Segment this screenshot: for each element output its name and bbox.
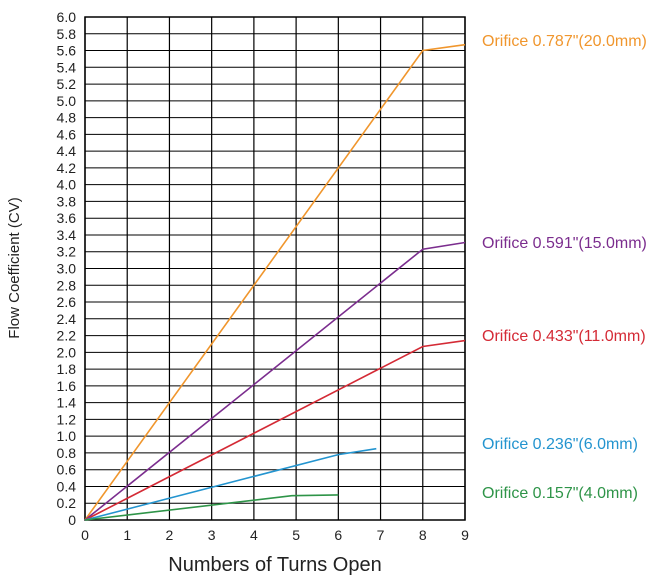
series-line [84, 43, 466, 521]
y-tick-label: 0.6 [57, 462, 77, 478]
y-tick-label: 5.8 [57, 26, 77, 42]
series-label: Orifice 0.236"(6.0mm) [482, 436, 638, 453]
y-tick-label: 4.8 [57, 110, 77, 126]
series-line [84, 241, 466, 521]
series-label: Orifice 0.157"(4.0mm) [482, 485, 638, 502]
y-tick-label: 2.8 [57, 277, 77, 293]
x-tick-label: 8 [419, 527, 427, 543]
series-line [84, 339, 466, 521]
y-tick-label: 1.8 [57, 361, 77, 377]
x-tick-label: 7 [377, 527, 385, 543]
y-tick-label: 1.6 [57, 378, 77, 394]
y-tick-label: 5.2 [57, 76, 77, 92]
y-tick-label: 5.0 [57, 93, 77, 109]
y-tick-label: 4.4 [57, 143, 77, 159]
x-tick-label: 6 [334, 527, 342, 543]
tick-labels: 00.20.40.60.81.01.21.41.61.82.02.22.42.6… [57, 9, 470, 543]
y-tick-label: 3.6 [57, 210, 77, 226]
series-label: Orifice 0.787"(20.0mm) [482, 33, 647, 50]
y-tick-label: 2.6 [57, 294, 77, 310]
y-tick-label: 6.0 [57, 9, 77, 25]
x-tick-label: 3 [208, 527, 216, 543]
y-tick-label: 1.0 [57, 428, 77, 444]
y-tick-label: 3.8 [57, 193, 77, 209]
series-lines [84, 43, 466, 521]
y-tick-label: 3.2 [57, 244, 77, 260]
y-tick-label: 2.0 [57, 344, 77, 360]
y-tick-label: 4.0 [57, 177, 77, 193]
series-labels: Orifice 0.787"(20.0mm) Orifice 0.591"(15.… [482, 33, 647, 502]
x-tick-label: 0 [81, 527, 89, 543]
y-tick-label: 0.8 [57, 445, 77, 461]
y-tick-label: 2.4 [57, 311, 77, 327]
y-tick-label: 4.2 [57, 160, 77, 176]
y-tick-label: 1.2 [57, 411, 77, 427]
plot-frame [84, 16, 466, 521]
x-tick-label: 2 [166, 527, 174, 543]
y-tick-label: 1.4 [57, 395, 77, 411]
y-tick-label: 3.0 [57, 261, 77, 277]
x-tick-label: 9 [461, 527, 469, 543]
x-tick-label: 1 [123, 527, 131, 543]
y-tick-label: 0.2 [57, 495, 77, 511]
x-tick-label: 5 [292, 527, 300, 543]
x-tick-label: 4 [250, 527, 258, 543]
y-tick-label: 0.4 [57, 478, 77, 494]
series-label: Orifice 0.591"(15.0mm) [482, 235, 647, 252]
y-tick-label: 0 [68, 512, 76, 528]
series-line [84, 447, 377, 521]
series-label: Orifice 0.433"(11.0mm) [482, 328, 646, 345]
series-line [84, 494, 339, 521]
x-axis-title: Numbers of Turns Open [168, 554, 381, 576]
y-tick-label: 2.2 [57, 328, 77, 344]
y-tick-label: 5.6 [57, 43, 77, 59]
y-tick-label: 3.4 [57, 227, 77, 243]
grid [84, 16, 466, 521]
y-axis-title: Flow Coefficient (CV) [6, 197, 23, 338]
y-tick-label: 5.4 [57, 59, 77, 75]
y-tick-label: 4.6 [57, 126, 77, 142]
